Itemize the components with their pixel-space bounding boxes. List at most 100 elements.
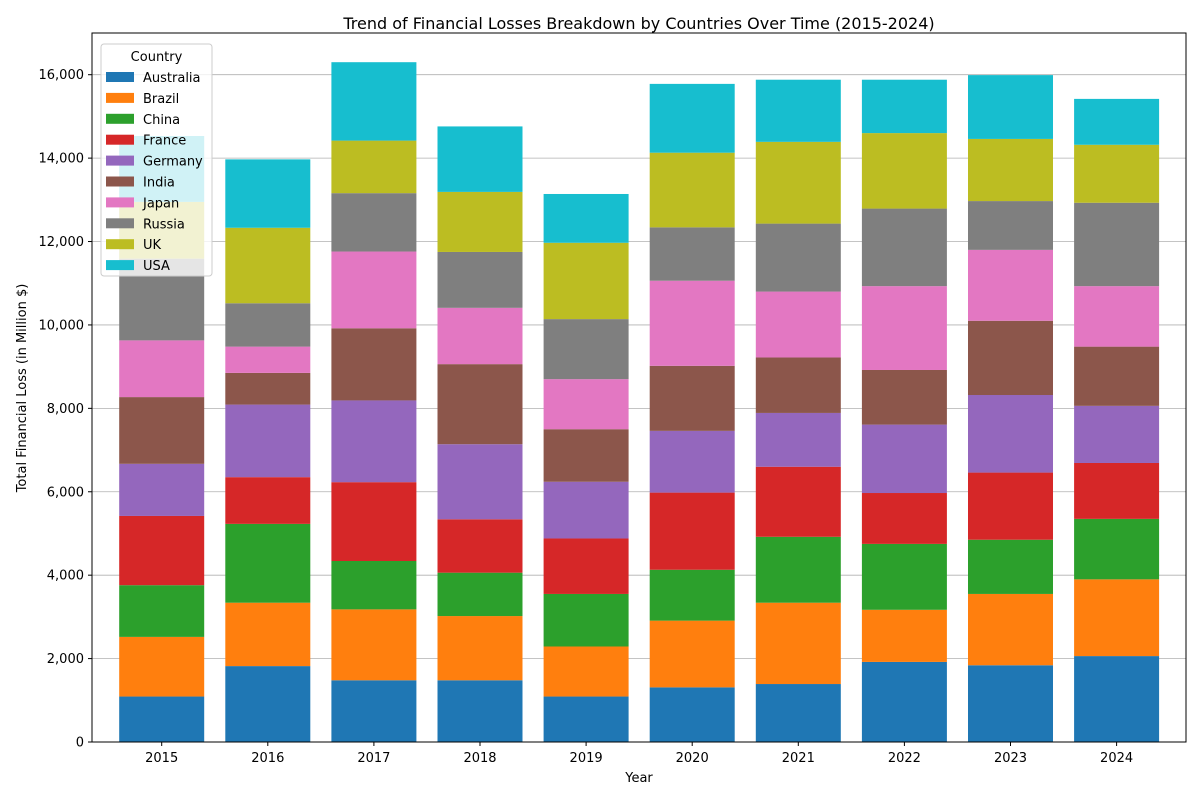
y-tick-label: 10,000 bbox=[39, 318, 85, 333]
bar-segment-russia-2024 bbox=[1074, 202, 1160, 287]
legend-label-uk: UK bbox=[143, 238, 162, 253]
bar-segment-japan-2022 bbox=[861, 286, 947, 370]
bar-segment-france-2016 bbox=[225, 477, 311, 524]
bar-segment-germany-2020 bbox=[649, 430, 735, 493]
bar-segment-brazil-2019 bbox=[543, 646, 629, 697]
bar-segment-france-2018 bbox=[437, 519, 523, 573]
bar-segment-germany-2016 bbox=[225, 404, 311, 478]
bar-segment-russia-2021 bbox=[755, 223, 841, 292]
bar-segment-uk-2017 bbox=[331, 140, 417, 194]
bar-segment-china-2018 bbox=[437, 572, 523, 617]
x-tick-label: 2017 bbox=[357, 751, 390, 766]
bar-segment-india-2023 bbox=[968, 320, 1053, 396]
bar-segment-russia-2017 bbox=[331, 193, 417, 252]
bar-segment-japan-2018 bbox=[437, 307, 523, 365]
bar-segment-japan-2024 bbox=[1074, 286, 1160, 347]
bar-segment-australia-2018 bbox=[437, 680, 523, 742]
bar-segment-brazil-2022 bbox=[861, 609, 947, 662]
bar-segment-usa-2019 bbox=[543, 193, 629, 243]
y-tick-label: 12,000 bbox=[39, 235, 85, 250]
bar-segment-usa-2020 bbox=[649, 83, 735, 153]
bar-segment-china-2020 bbox=[649, 569, 735, 621]
legend-label-china: China bbox=[143, 113, 180, 128]
legend-label-japan: Japan bbox=[142, 196, 179, 211]
bar-segment-russia-2020 bbox=[649, 227, 735, 281]
bar-segment-france-2019 bbox=[543, 538, 629, 594]
bar-segment-australia-2022 bbox=[861, 661, 947, 742]
bar-segment-australia-2017 bbox=[331, 680, 417, 742]
bar-segment-uk-2020 bbox=[649, 152, 735, 228]
bar-segment-germany-2021 bbox=[755, 412, 841, 467]
bar-segment-usa-2018 bbox=[437, 126, 523, 192]
bar-segment-australia-2021 bbox=[755, 684, 841, 742]
bar-segment-australia-2023 bbox=[968, 665, 1053, 742]
bar-segment-australia-2016 bbox=[225, 666, 311, 742]
x-tick-label: 2023 bbox=[994, 751, 1027, 766]
legend-label-brazil: Brazil bbox=[143, 92, 179, 107]
bar-segment-germany-2024 bbox=[1074, 405, 1160, 463]
y-tick-label: 14,000 bbox=[39, 152, 85, 167]
legend-swatch-india bbox=[106, 176, 134, 187]
bar-segment-china-2015 bbox=[119, 585, 205, 637]
bar-segment-brazil-2021 bbox=[755, 602, 841, 685]
legend: Country Australia Brazil China France Germany… bbox=[100, 43, 213, 277]
bar-segment-germany-2018 bbox=[437, 444, 523, 520]
bar-segment-germany-2019 bbox=[543, 481, 629, 539]
legend-swatch-france bbox=[106, 134, 134, 145]
y-tick-label: 6,000 bbox=[47, 485, 84, 500]
bar-segment-australia-2019 bbox=[543, 696, 629, 742]
plot-frame bbox=[91, 32, 1187, 743]
bar-segment-france-2017 bbox=[331, 482, 417, 561]
bar-segment-china-2022 bbox=[861, 543, 947, 610]
bar-segment-brazil-2015 bbox=[119, 636, 205, 697]
bar-segment-china-2021 bbox=[755, 536, 841, 603]
legend-swatch-china bbox=[106, 113, 134, 124]
y-tick-label: 4,000 bbox=[47, 569, 84, 584]
legend-label-india: India bbox=[143, 176, 175, 191]
legend-swatch-australia bbox=[106, 72, 134, 82]
bar-segment-russia-2019 bbox=[543, 319, 629, 380]
bar-segment-france-2015 bbox=[119, 515, 205, 586]
bar-segment-france-2020 bbox=[649, 492, 735, 570]
bar-segment-japan-2016 bbox=[225, 346, 311, 373]
axes: 0 2,000 4,000 6,000 8,000 10,000 12,000 14,000 1… bbox=[39, 68, 1134, 766]
x-tick-label: 2020 bbox=[676, 751, 709, 766]
bar-segment-brazil-2023 bbox=[968, 593, 1053, 666]
legend-swatch-russia bbox=[106, 218, 134, 229]
legend-label-usa: USA bbox=[143, 259, 170, 274]
y-axis-label: Total Financial Loss (in Million $) bbox=[15, 284, 30, 494]
bar-segment-japan-2019 bbox=[543, 379, 629, 430]
bar-segment-china-2016 bbox=[225, 523, 311, 603]
legend-label-france: France bbox=[143, 134, 186, 149]
bar-segment-india-2021 bbox=[755, 357, 841, 413]
chart-title: Trend of Financial Losses Breakdown by C… bbox=[342, 14, 934, 33]
bar-segment-brazil-2020 bbox=[649, 620, 735, 688]
bar-segment-germany-2017 bbox=[331, 400, 417, 483]
bar-segment-china-2023 bbox=[968, 539, 1053, 594]
bar-segment-germany-2015 bbox=[119, 463, 205, 516]
x-tick-label: 2022 bbox=[888, 751, 921, 766]
bar-segment-brazil-2016 bbox=[225, 602, 311, 667]
x-tick-label: 2021 bbox=[782, 751, 815, 766]
bar-segment-australia-2024 bbox=[1074, 656, 1160, 742]
bar-segment-india-2018 bbox=[437, 364, 523, 445]
bar-segment-uk-2023 bbox=[968, 138, 1053, 202]
bar-segment-usa-2021 bbox=[755, 79, 841, 142]
bars bbox=[119, 62, 1160, 742]
legend-label-russia: Russia bbox=[143, 217, 185, 232]
x-tick-label: 2016 bbox=[251, 751, 284, 766]
bar-segment-usa-2017 bbox=[331, 62, 417, 141]
legend-label-germany: Germany bbox=[143, 155, 203, 170]
bar-segment-japan-2017 bbox=[331, 251, 417, 329]
bar-segment-india-2022 bbox=[861, 369, 947, 425]
legend-label-australia: Australia bbox=[143, 71, 201, 86]
legend-swatch-brazil bbox=[106, 92, 134, 103]
bar-segment-usa-2023 bbox=[968, 75, 1053, 139]
bar-segment-russia-2016 bbox=[225, 303, 311, 347]
bar-segment-uk-2021 bbox=[755, 141, 841, 224]
bar-segment-uk-2016 bbox=[225, 227, 311, 304]
y-tick-label: 2,000 bbox=[47, 652, 84, 667]
bar-segment-france-2021 bbox=[755, 466, 841, 537]
